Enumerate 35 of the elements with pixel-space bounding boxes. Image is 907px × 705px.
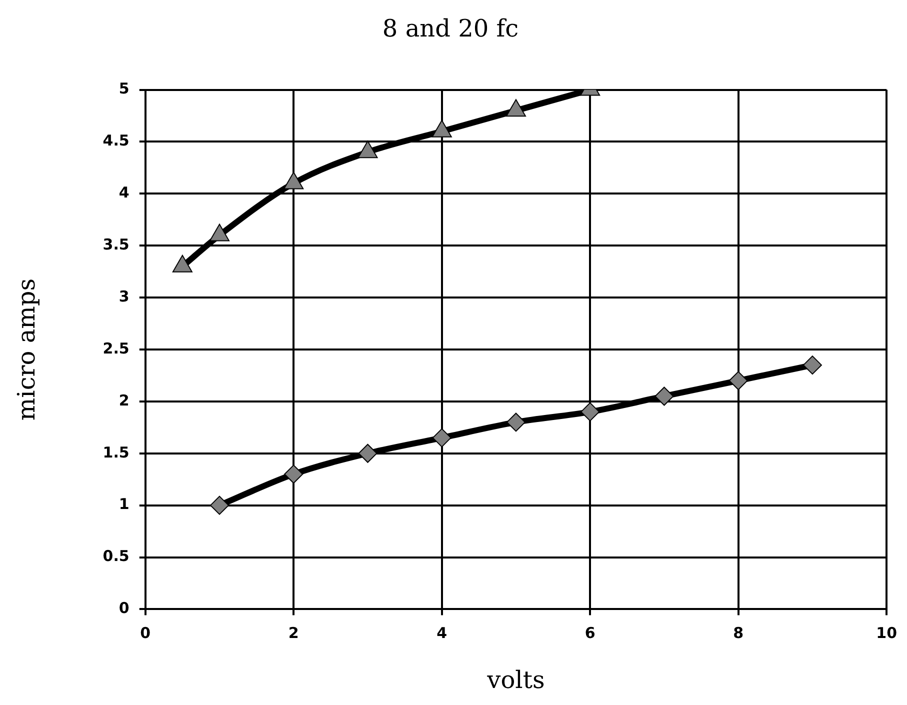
point <box>728 371 748 390</box>
y-tick-label: 0.5 <box>102 547 130 566</box>
x-tick-label: 8 <box>733 624 744 642</box>
point <box>172 254 192 272</box>
x-axis-title: volts <box>486 666 545 694</box>
point <box>506 99 526 117</box>
point <box>284 172 304 190</box>
y-tick-label: 5 <box>118 80 130 98</box>
y-tick-label: 2 <box>118 391 130 410</box>
x-tick-label: 0 <box>140 624 151 642</box>
x-tick-label: 4 <box>436 624 448 642</box>
x-tick-label: 10 <box>876 624 897 642</box>
y-tick-label: 4 <box>118 184 130 202</box>
point <box>358 444 378 463</box>
point <box>210 496 229 515</box>
y-tick-label: 1 <box>118 495 130 514</box>
chart-title: 8 and 20 fc <box>382 14 519 43</box>
point <box>802 356 822 375</box>
point <box>284 464 304 484</box>
x-tick-label: 2 <box>288 624 299 642</box>
point <box>432 428 452 448</box>
y-tick-label: 4.5 <box>102 132 130 150</box>
y-axis-title: micro amps <box>12 278 41 421</box>
point <box>209 224 230 242</box>
point <box>432 120 452 138</box>
point <box>506 412 526 432</box>
y-tick-label: 1.5 <box>102 443 130 462</box>
point <box>358 140 378 158</box>
y-tick-label: 3 <box>118 287 130 306</box>
y-tick-label: 0 <box>118 599 130 618</box>
x-tick-label: 6 <box>584 624 596 642</box>
y-tick-label: 3.5 <box>102 236 130 254</box>
y-tick-label: 2.5 <box>102 339 130 358</box>
point <box>580 402 600 422</box>
point <box>654 386 674 406</box>
